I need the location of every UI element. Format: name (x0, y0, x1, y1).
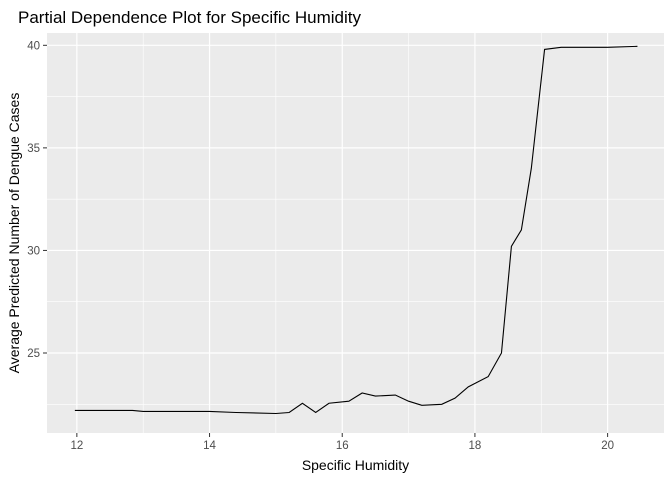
x-axis-ticks: 12 14 16 18 20 (70, 433, 614, 452)
x-tick-label: 16 (336, 440, 349, 452)
y-tick-label: 40 (27, 40, 40, 52)
x-tick-label: 14 (203, 440, 216, 452)
x-axis-title: Specific Humidity (302, 457, 409, 473)
x-tick-label: 20 (601, 440, 614, 452)
y-axis-title: Average Predicted Number of Dengue Cases (6, 93, 22, 374)
chart-title: Partial Dependence Plot for Specific Hum… (18, 8, 361, 27)
y-tick-label: 30 (27, 245, 40, 257)
x-tick-label: 18 (469, 440, 482, 452)
series-line (74, 45, 638, 415)
y-tick-label: 25 (27, 348, 40, 360)
y-tick-label: 35 (27, 143, 40, 155)
major-gridlines (47, 33, 664, 433)
plot-panel (47, 33, 664, 433)
y-axis-ticks: 25 30 35 40 (27, 40, 47, 360)
minor-gridlines (47, 33, 664, 433)
x-tick-label: 12 (70, 440, 83, 452)
